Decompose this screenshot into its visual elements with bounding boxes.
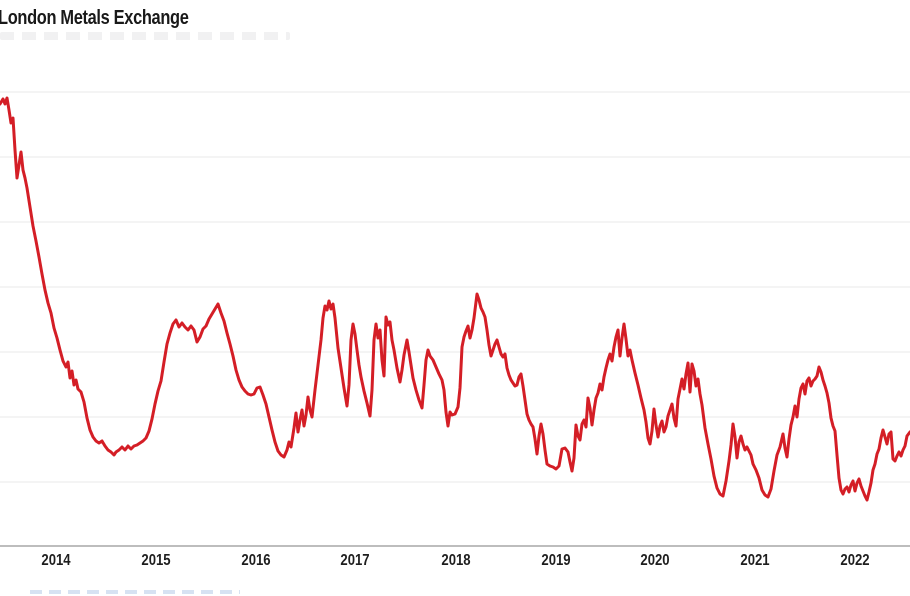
chart-title: London Metals Exchange — [0, 7, 189, 29]
x-tick-label: 2022 — [840, 552, 870, 569]
x-tick-label: 2020 — [640, 552, 670, 569]
faded-source-text — [30, 590, 240, 594]
price-series-line — [0, 96, 910, 502]
x-tick-label: 2017 — [340, 552, 370, 569]
x-tick-label: 2014 — [41, 552, 71, 569]
faded-subtitle-remnant — [0, 32, 290, 40]
horizontal-gridlines — [0, 91, 910, 483]
x-tick-label: 2015 — [141, 552, 171, 569]
x-tick-label: 2021 — [740, 552, 770, 569]
x-tick-label: 2019 — [541, 552, 571, 569]
x-tick-label: 2016 — [241, 552, 271, 569]
x-tick-label: 2018 — [441, 552, 471, 569]
